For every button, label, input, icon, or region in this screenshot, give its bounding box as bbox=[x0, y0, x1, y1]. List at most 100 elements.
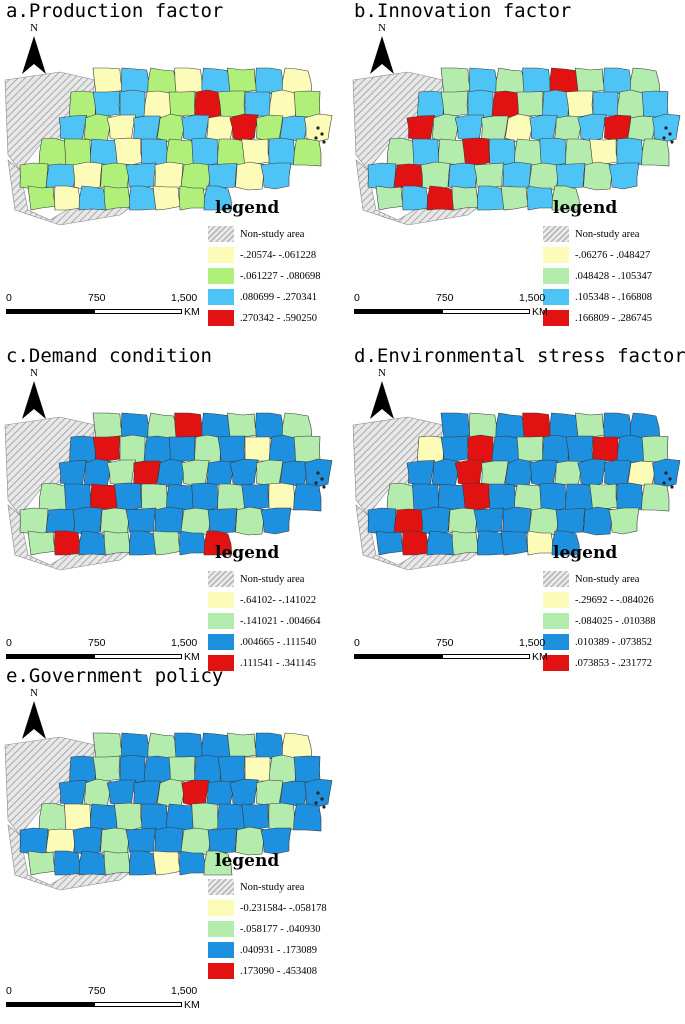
legend-item: .270342 - .590250 bbox=[208, 308, 321, 328]
legend-swatch bbox=[208, 963, 234, 979]
study-region bbox=[244, 756, 271, 782]
study-region bbox=[386, 482, 415, 512]
study-region bbox=[54, 850, 83, 876]
study-region bbox=[367, 162, 397, 190]
study-region bbox=[64, 803, 93, 831]
scale-tick-label: 0 bbox=[6, 637, 12, 649]
scale-bar: 0 750 1,500 KM bbox=[6, 985, 206, 1013]
study-region bbox=[27, 850, 58, 876]
study-region bbox=[495, 67, 526, 95]
legend-swatch bbox=[208, 592, 234, 608]
panel-title: a.Production factor bbox=[6, 0, 224, 22]
legend-label: Non-study area bbox=[575, 573, 640, 585]
scale-tick-label: 750 bbox=[88, 985, 106, 997]
study-region bbox=[577, 113, 607, 143]
panel-title: c.Demand condition bbox=[6, 345, 212, 367]
legend-item: .048428 - .105347 bbox=[543, 266, 652, 286]
scale-bar: 0 750 1,500 KM bbox=[6, 292, 206, 320]
study-region bbox=[90, 138, 118, 166]
study-region bbox=[467, 89, 494, 119]
legend-label: Non-study area bbox=[240, 573, 305, 585]
study-region bbox=[462, 137, 492, 167]
study-region bbox=[528, 162, 559, 191]
study-region bbox=[448, 507, 478, 535]
study-region bbox=[589, 138, 619, 166]
legend-item: .173090 - .453408 bbox=[208, 961, 327, 981]
study-region bbox=[412, 483, 441, 511]
legend: Non-study area -.29692 - -.084026 -.084025… bbox=[543, 569, 656, 674]
legend-item: .105348 - .166808 bbox=[543, 287, 652, 307]
scale-tick-label: 0 bbox=[6, 985, 12, 997]
study-region bbox=[92, 435, 121, 462]
study-region bbox=[293, 435, 321, 463]
study-region bbox=[58, 115, 87, 141]
legend-item: Non-study area bbox=[208, 877, 327, 897]
study-region bbox=[207, 508, 238, 534]
study-region bbox=[154, 826, 184, 856]
study-region bbox=[616, 89, 645, 119]
study-region bbox=[555, 508, 586, 534]
study-region bbox=[114, 137, 144, 167]
legend-label: -.20574- -.061228 bbox=[240, 249, 317, 261]
study-region bbox=[489, 483, 517, 511]
study-region bbox=[229, 113, 259, 143]
study-region bbox=[78, 850, 108, 876]
legend-title: legend bbox=[215, 851, 280, 871]
legend-swatch bbox=[543, 655, 569, 671]
study-region bbox=[165, 483, 195, 512]
study-region bbox=[268, 754, 297, 784]
study-region bbox=[256, 114, 284, 142]
north-label: N bbox=[30, 687, 38, 699]
study-region bbox=[491, 435, 520, 464]
study-region bbox=[293, 803, 322, 832]
study-region bbox=[129, 850, 158, 876]
study-region bbox=[180, 507, 211, 536]
study-region bbox=[180, 162, 211, 191]
study-region bbox=[207, 163, 238, 189]
study-region bbox=[181, 459, 210, 487]
study-region bbox=[154, 161, 184, 191]
legend-swatch bbox=[208, 634, 234, 650]
north-label: N bbox=[378, 367, 386, 379]
study-region bbox=[529, 459, 558, 487]
study-region bbox=[19, 162, 49, 190]
study-region bbox=[454, 114, 485, 142]
study-region bbox=[203, 850, 233, 876]
study-region bbox=[106, 779, 137, 807]
study-region bbox=[143, 90, 172, 119]
study-region bbox=[268, 482, 296, 512]
island bbox=[670, 140, 674, 144]
legend-item: -.64102- -.141022 bbox=[208, 590, 321, 610]
study-region bbox=[78, 185, 108, 211]
study-region bbox=[100, 162, 130, 190]
legend-item: .166809 - .286745 bbox=[543, 308, 652, 328]
legend: Non-study area -0.231584- -.058178 -.05817… bbox=[208, 877, 327, 982]
island bbox=[664, 471, 668, 475]
scale-tick-label: 1,500 bbox=[171, 637, 198, 649]
study-region bbox=[235, 826, 265, 856]
legend-label: -.061227 - .080698 bbox=[240, 270, 321, 282]
study-region bbox=[244, 91, 271, 117]
study-region bbox=[565, 90, 594, 118]
legend-swatch bbox=[543, 571, 569, 587]
scale-tick-label: 1,500 bbox=[171, 292, 198, 304]
study-region bbox=[152, 530, 183, 556]
study-region bbox=[168, 91, 196, 117]
legend-item: -.20574- -.061228 bbox=[208, 245, 321, 265]
study-region bbox=[103, 850, 133, 876]
scale-bar: 0 750 1,500 KM bbox=[354, 637, 554, 665]
legend-label: Non-study area bbox=[240, 881, 305, 893]
island bbox=[320, 132, 324, 136]
study-region bbox=[194, 89, 221, 119]
island bbox=[322, 805, 326, 809]
legend-label: .040931 - .173089 bbox=[240, 944, 317, 956]
island bbox=[664, 126, 668, 130]
legend-label: -.64102- -.141022 bbox=[240, 594, 317, 606]
study-region bbox=[551, 185, 581, 211]
study-region bbox=[504, 113, 534, 143]
study-region bbox=[583, 161, 613, 191]
study-region bbox=[513, 483, 543, 512]
panel-title: d.Environmental stress factor bbox=[354, 345, 685, 367]
study-region bbox=[27, 185, 58, 211]
